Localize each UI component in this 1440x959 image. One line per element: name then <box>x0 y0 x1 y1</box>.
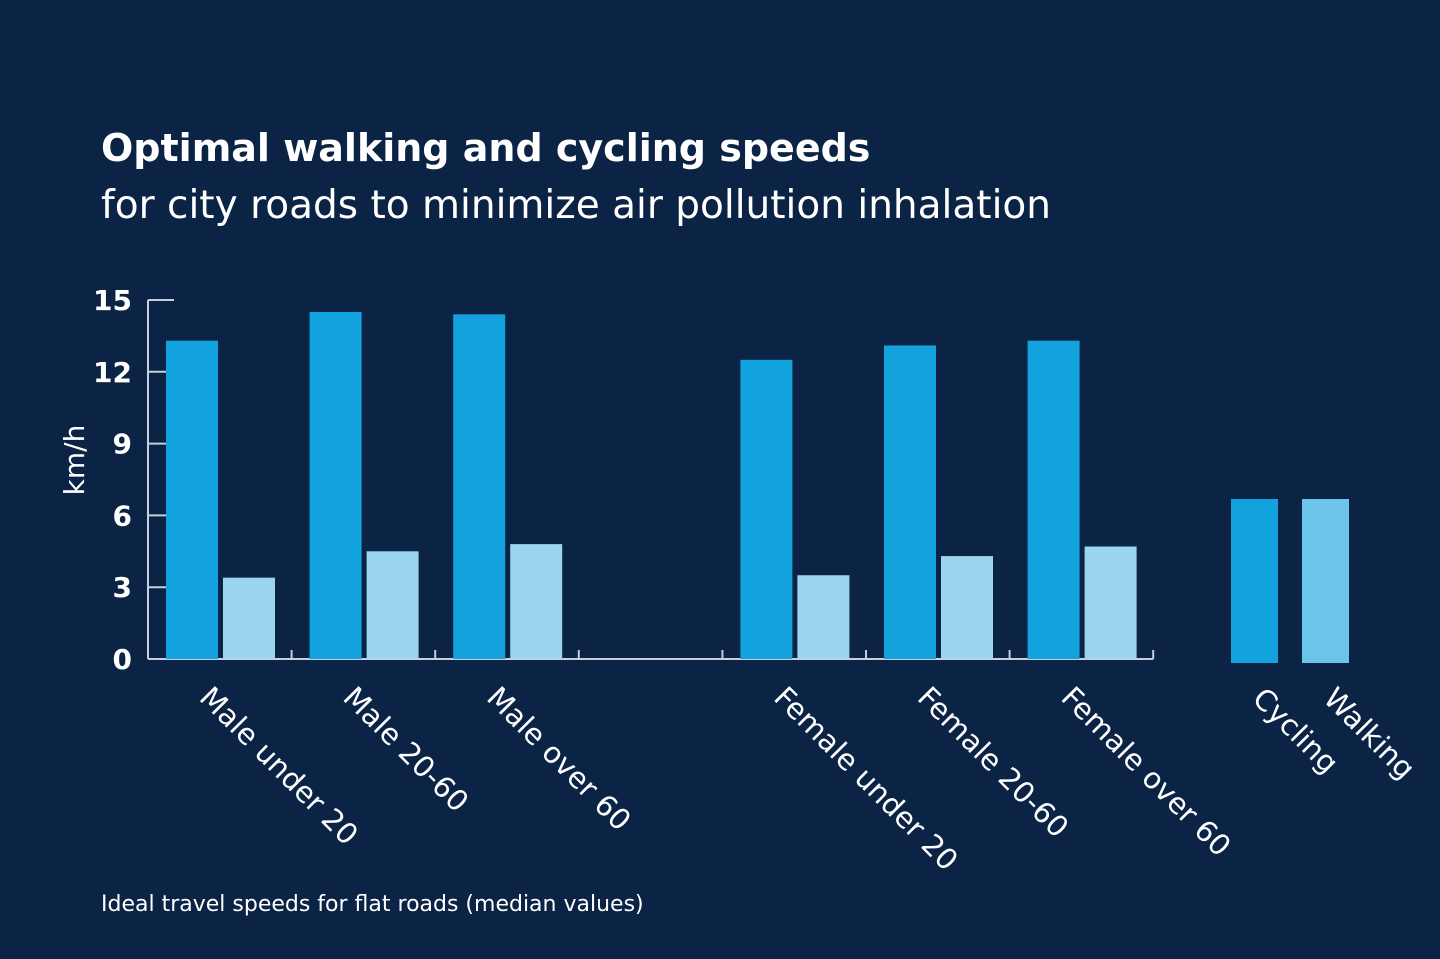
legend-swatch-cycling <box>1231 499 1278 663</box>
y-tick-label: 0 <box>113 643 132 676</box>
footnote: Ideal travel speeds for flat roads (medi… <box>101 892 644 917</box>
y-axis-label: km/h <box>58 425 91 496</box>
x-tick-label: Male 20-60 <box>337 680 476 819</box>
x-tick-label: Female 20-60 <box>911 680 1075 844</box>
y-tick-label: 15 <box>93 284 132 317</box>
bar-cycling <box>740 359 793 659</box>
bar-walking <box>941 556 993 659</box>
bar-walking <box>223 577 275 659</box>
y-tick-label: 6 <box>113 499 132 532</box>
legend-label: Walking <box>1317 681 1422 786</box>
y-tick-label: 12 <box>93 356 132 389</box>
bar-cycling <box>453 314 506 659</box>
bar-cycling <box>884 345 936 659</box>
bar-walking <box>797 575 850 659</box>
y-tick-label: 9 <box>113 428 132 461</box>
bar-cycling <box>309 311 362 659</box>
bar-walking <box>510 544 563 659</box>
y-tick-label: 3 <box>113 571 132 604</box>
x-tick-label: Male over 60 <box>480 680 637 837</box>
legend-swatch-walking <box>1302 499 1349 663</box>
chart-subtitle: for city roads to minimize air pollution… <box>101 183 1051 228</box>
bar-cycling <box>1027 340 1080 659</box>
bars <box>166 311 1137 659</box>
bar-walking <box>366 551 419 659</box>
bar-walking <box>1084 546 1137 659</box>
chart-title: Optimal walking and cycling speeds <box>101 126 870 170</box>
bar-cycling <box>166 340 218 659</box>
x-tick-label: Female over 60 <box>1055 680 1238 863</box>
